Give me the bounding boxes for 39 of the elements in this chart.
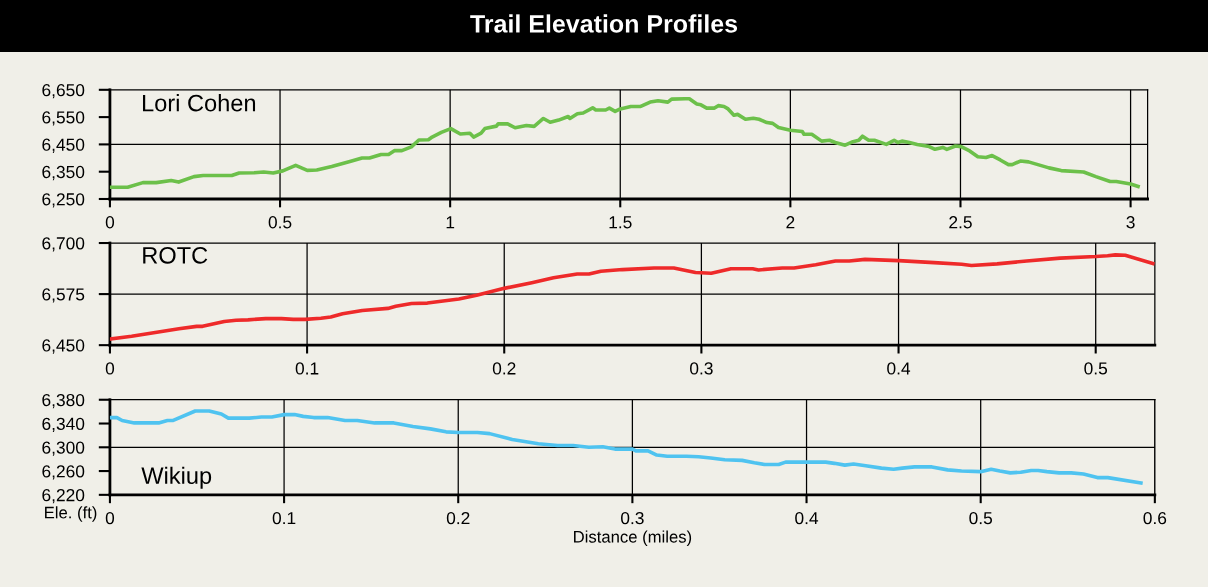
text: ROTC	[143, 246, 208, 264]
y-tick-label: 6,700	[42, 237, 85, 252]
x-tick-label: 0.4	[887, 362, 911, 375]
y-tick-label: 6,450	[42, 138, 85, 153]
y-tick-label: 6,260	[42, 465, 85, 480]
x-tick-label: 0	[105, 362, 115, 375]
x-tick-label: 0.3	[690, 362, 713, 375]
x-tick-label: 0.4	[795, 511, 819, 525]
y-tick-label: 6,380	[42, 393, 85, 409]
x-tick-label: 2	[786, 216, 795, 229]
x-tick-label: 0.1	[272, 511, 296, 525]
y-tick-label: 6,220	[42, 489, 85, 504]
x-tick-label: 1.5	[609, 216, 632, 229]
y-tick-label: 6,300	[42, 441, 85, 456]
x-tick-label: 1	[446, 216, 455, 229]
x-tick-label: 0.5	[268, 216, 292, 229]
x-tick-label: 0	[105, 511, 115, 525]
x-tick-label: 0.2	[446, 511, 470, 525]
series-label: Wikiup	[141, 466, 212, 489]
y-tick-label: 6,340	[42, 417, 85, 433]
x-tick-label: 0.5	[1084, 362, 1108, 375]
x-tick-label: 2.5	[949, 216, 972, 229]
y-tick-label: 6,650	[42, 83, 85, 99]
text: Lori Cohen	[143, 94, 256, 112]
x-tick-label: 0.2	[492, 362, 516, 375]
x-tick-label: 0.6	[1143, 511, 1167, 525]
y-tick-label: 6,350	[42, 165, 85, 181]
x-tick-label: 3	[1126, 216, 1135, 229]
x-tick-label: 0.3	[621, 511, 644, 525]
y-tick-label: 6,450	[42, 339, 85, 354]
chart-title: Trail Elevation Profiles	[470, 14, 738, 33]
y-axis-title: Ele. (ft)	[45, 506, 97, 522]
x-tick-label: 0.5	[969, 511, 993, 525]
y-tick-label: 6,550	[42, 111, 85, 126]
x-axis-title: Distance (miles)	[574, 530, 692, 546]
y-tick-label: 6,250	[42, 193, 85, 208]
x-tick-label: 0.1	[295, 362, 319, 375]
x-tick-label: 0	[105, 216, 115, 229]
y-tick-label: 6,575	[42, 288, 85, 303]
